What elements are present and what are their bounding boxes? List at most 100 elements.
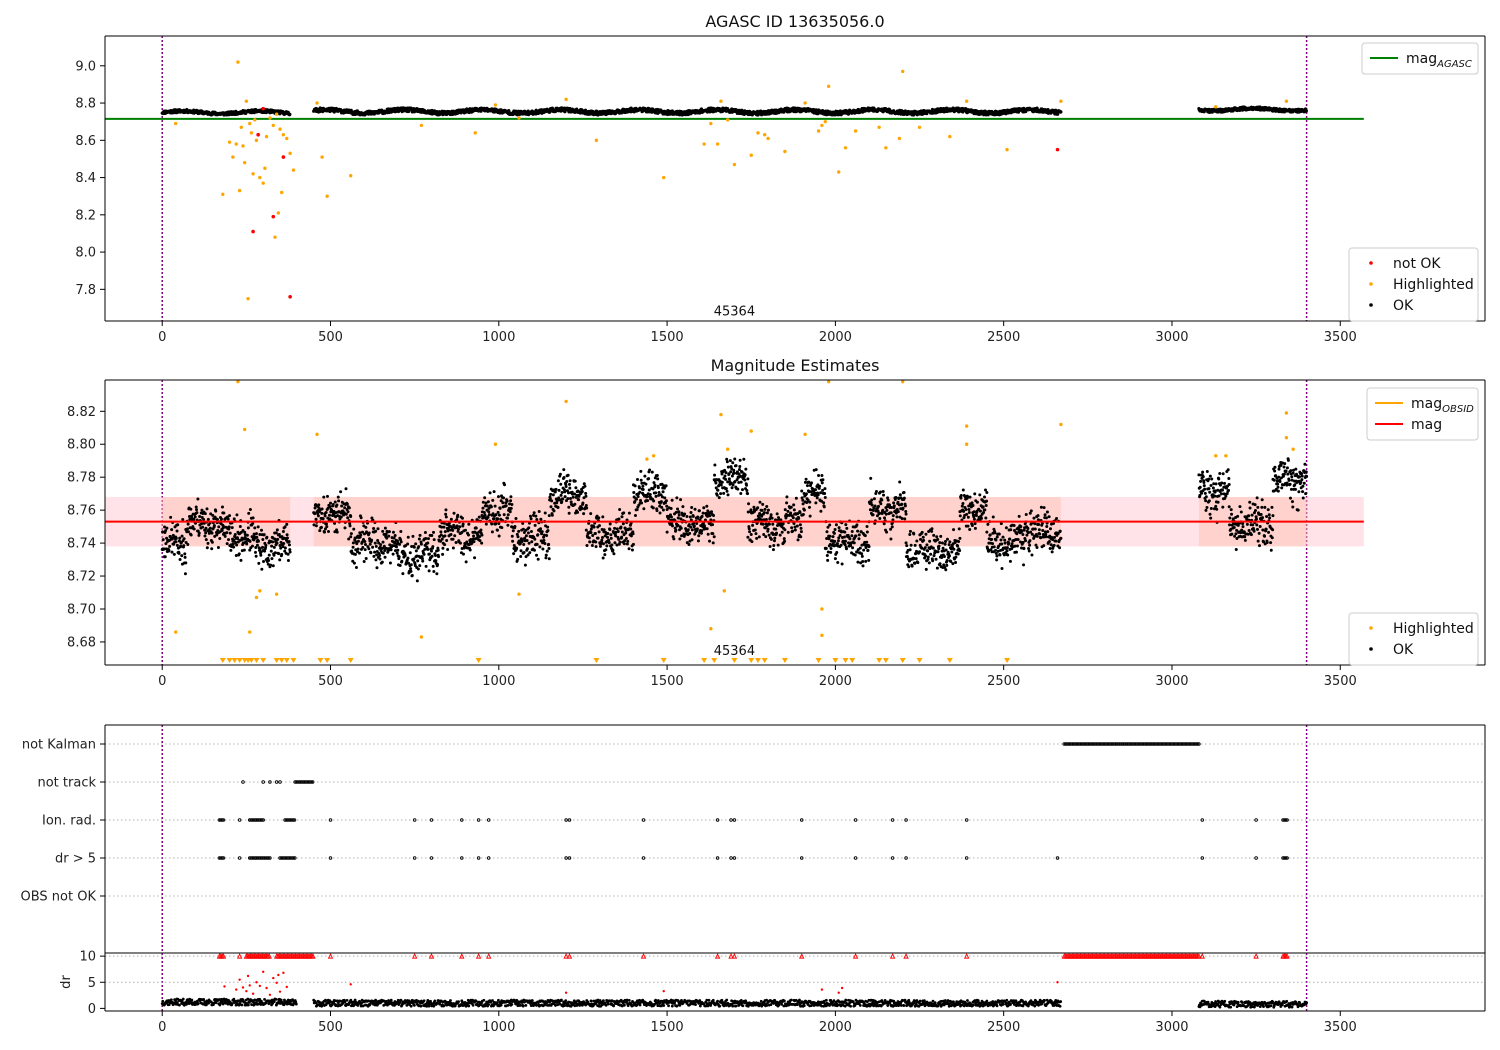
ok-point <box>168 544 172 548</box>
ok-point <box>685 515 689 519</box>
ok-point <box>370 538 374 542</box>
ok-point <box>708 514 712 518</box>
ok-point <box>522 542 526 546</box>
ok-point <box>577 498 581 502</box>
highlighted-point <box>221 192 225 197</box>
ok-point <box>204 531 208 535</box>
ok-point <box>487 513 491 517</box>
ok-point <box>562 475 566 479</box>
ok-point <box>391 552 395 556</box>
ok-point <box>670 498 674 502</box>
ok-point <box>441 113 445 117</box>
legend-label: Highlighted <box>1393 277 1474 293</box>
ok-point <box>607 541 611 545</box>
ok-point <box>702 506 706 510</box>
ok-point <box>809 481 813 485</box>
ok-point <box>353 552 357 556</box>
ok-point <box>452 511 456 515</box>
ok-point <box>383 555 387 559</box>
ok-point <box>446 547 450 551</box>
ok-point <box>710 510 714 514</box>
highlighted-point <box>280 190 284 195</box>
ok-point <box>865 540 869 544</box>
highlighted-point <box>853 129 858 133</box>
ok-point <box>804 492 808 496</box>
ok-point <box>549 492 553 496</box>
ok-point <box>627 547 631 551</box>
ok-point <box>902 496 906 500</box>
ok-point <box>467 533 471 537</box>
ok-point <box>793 525 797 529</box>
ok-point <box>554 487 558 491</box>
axes-panel-1: 0 500 1000 1500 2000 2500 3000 35007.88.08.28.4… <box>75 12 1486 345</box>
ok-point <box>363 532 367 536</box>
ok-point <box>1059 110 1063 114</box>
ok-point <box>371 545 375 549</box>
ok-point <box>272 553 276 557</box>
ok-point <box>534 514 538 518</box>
ok-point <box>164 542 168 546</box>
legend-swatch <box>1369 282 1373 286</box>
ok-point <box>343 526 347 530</box>
ok-point <box>231 542 235 546</box>
highlighted-point <box>662 175 666 180</box>
ok-point <box>434 559 438 563</box>
ok-point <box>814 468 818 472</box>
ok-point <box>664 499 668 503</box>
ok-point <box>487 510 491 514</box>
ok-point <box>567 482 571 486</box>
ok-point <box>882 493 886 497</box>
ok-point <box>908 529 912 533</box>
ok-point <box>657 493 661 497</box>
ok-point <box>461 522 465 526</box>
ok-point <box>481 506 485 510</box>
ok-point <box>435 572 439 576</box>
ok-point <box>592 525 596 529</box>
ok-point <box>576 510 580 514</box>
ok-point <box>179 544 183 548</box>
ok-point <box>769 513 773 517</box>
ok-point <box>228 531 232 535</box>
highlighted-point <box>349 174 353 178</box>
ok-point <box>889 537 893 541</box>
ok-point <box>317 503 321 507</box>
ok-point <box>771 522 775 526</box>
ok-point <box>546 525 550 529</box>
ok-point <box>502 513 506 517</box>
ok-point <box>713 463 717 467</box>
ok-point <box>418 533 422 537</box>
ok-point <box>486 515 490 519</box>
ok-point <box>959 493 963 497</box>
ok-point <box>512 544 516 548</box>
ok-point <box>674 510 678 514</box>
ok-point <box>254 554 258 558</box>
ok-point <box>484 522 488 526</box>
ok-point <box>679 498 683 502</box>
ok-point <box>356 547 360 551</box>
ok-point <box>620 515 624 519</box>
ok-point <box>553 490 557 494</box>
ok-point <box>867 558 871 562</box>
ok-point <box>517 529 521 533</box>
ok-point <box>898 480 902 484</box>
ok-point <box>248 548 252 552</box>
ok-point <box>820 473 824 477</box>
ok-point <box>873 504 877 508</box>
ok-point <box>633 513 637 517</box>
ok-point <box>532 548 536 552</box>
ok-point <box>528 514 532 518</box>
highlighted-point <box>315 101 319 105</box>
ok-point <box>406 542 410 546</box>
highlighted-point <box>241 144 245 148</box>
ok-point <box>383 526 387 530</box>
ok-point <box>805 484 809 488</box>
ok-point <box>590 544 594 548</box>
ok-point <box>738 458 742 462</box>
ok-point <box>962 509 966 513</box>
ok-point <box>568 479 572 483</box>
ok-point <box>954 555 958 559</box>
ok-point <box>483 496 487 500</box>
ok-point <box>822 505 826 509</box>
ok-point <box>656 477 660 481</box>
ok-point <box>771 548 775 552</box>
